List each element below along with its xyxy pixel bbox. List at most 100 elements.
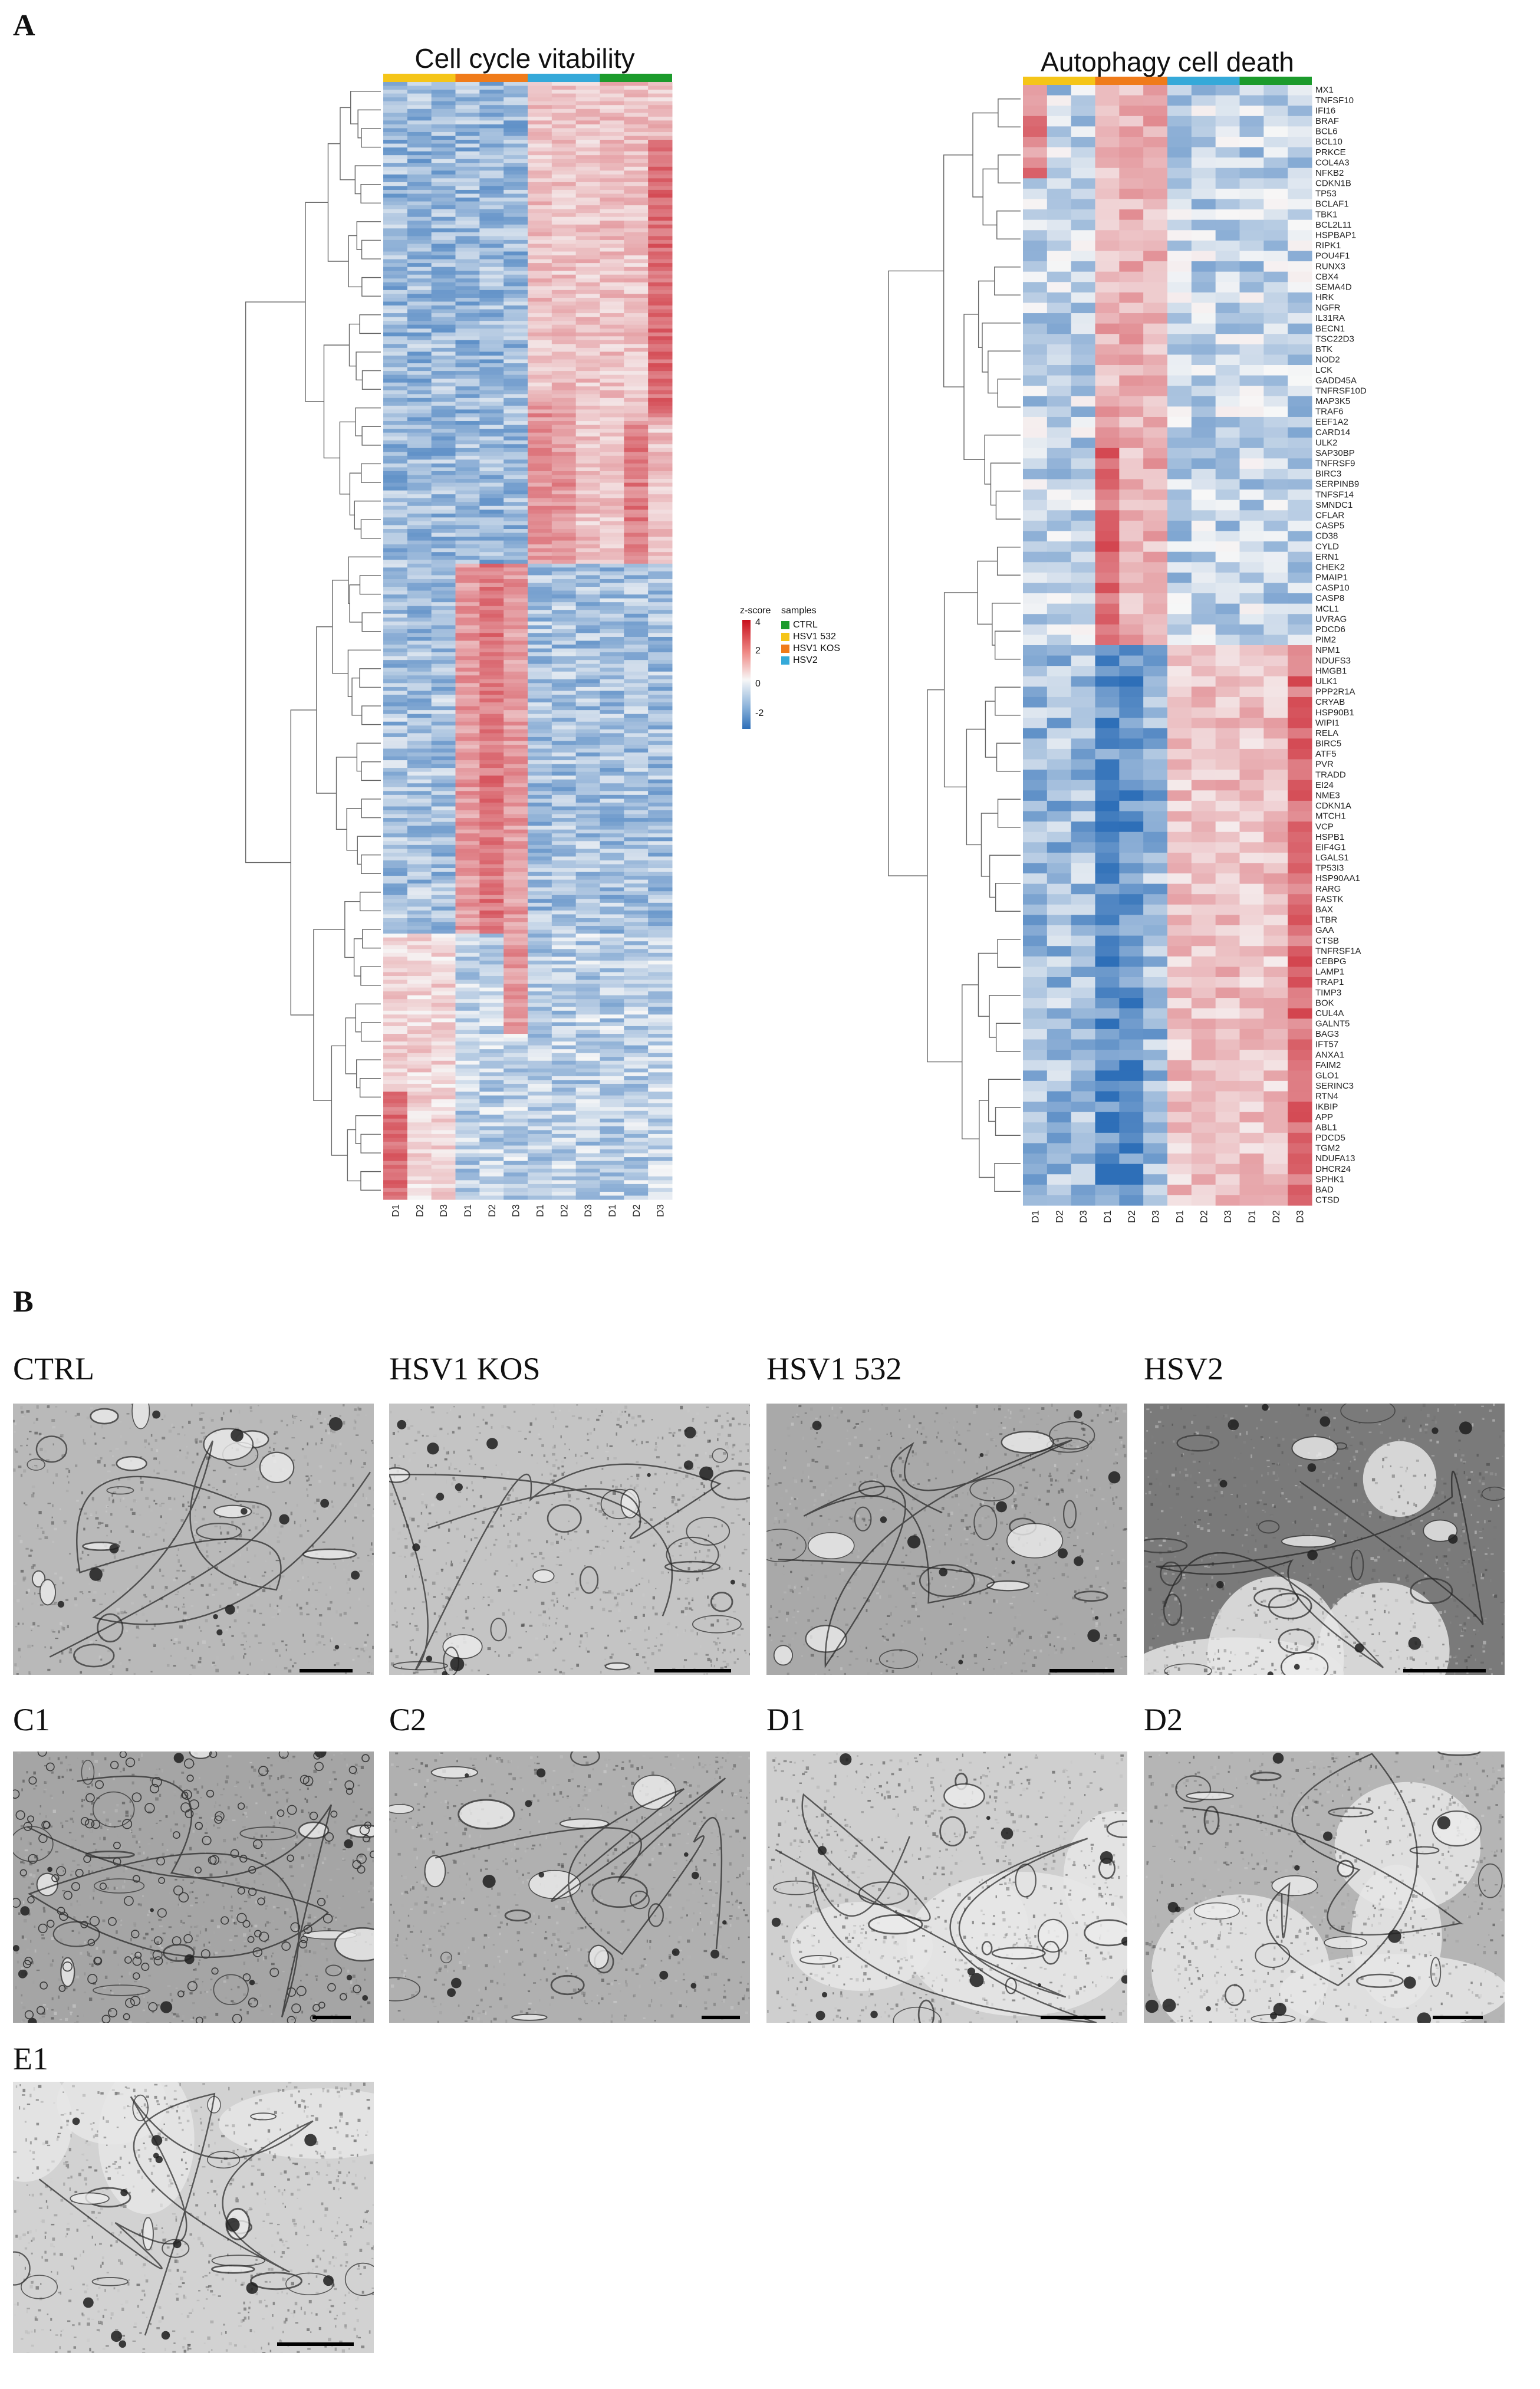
- gene-label: CTSB: [1315, 936, 1339, 946]
- legend-label-hsv1-532: HSV1 532: [793, 632, 836, 642]
- gene-label: CUL4A: [1315, 1008, 1344, 1018]
- zscore-tick-0: 0: [755, 679, 761, 689]
- em-image-d1: [766, 1752, 1127, 2023]
- em-label-c1: C1: [13, 1702, 51, 1737]
- gene-label: HMGB1: [1315, 666, 1347, 676]
- gene-label: BCL2L11: [1315, 220, 1351, 230]
- legend-label-ctrl: CTRL: [793, 620, 818, 630]
- column-label: D2: [558, 1204, 570, 1217]
- column-label: D3: [655, 1204, 666, 1217]
- gene-label: PIM2: [1315, 635, 1336, 645]
- gene-label: APP: [1315, 1112, 1333, 1122]
- em-label-d2: D2: [1144, 1702, 1183, 1737]
- gene-label: TNFSF10: [1315, 96, 1354, 106]
- gene-label: CASP5: [1315, 521, 1344, 531]
- column-label: D2: [1126, 1210, 1137, 1223]
- gene-label: BOK: [1315, 998, 1334, 1008]
- sample-group-bar: [383, 74, 456, 82]
- gene-label: MX1: [1315, 85, 1334, 95]
- column-label: D3: [583, 1204, 594, 1217]
- column-label: D3: [511, 1204, 522, 1217]
- gene-label: CYLD: [1315, 541, 1339, 551]
- dendrogram-left: [245, 91, 381, 1191]
- gene-label: NOD2: [1315, 355, 1340, 365]
- gene-label: NPM1: [1315, 645, 1340, 655]
- column-label: D1: [1102, 1210, 1113, 1223]
- gene-label: MTCH1: [1315, 811, 1346, 821]
- sample-group-bar: [455, 74, 528, 82]
- heatmap-autophagy: MX1TNFSF10IFI16BRAFBCL6BCL10PRKCECOL4A3N…: [888, 77, 1367, 1223]
- gene-label: ATF5: [1315, 749, 1337, 759]
- gene-label: BIRC5: [1315, 739, 1341, 749]
- gene-label: CFLAR: [1315, 510, 1344, 520]
- column-label: D2: [1198, 1210, 1209, 1223]
- gene-label: SPHK1: [1315, 1174, 1344, 1184]
- column-label: D1: [1029, 1210, 1041, 1223]
- gene-label: CARD14: [1315, 428, 1350, 438]
- scale-bar-c1: [312, 2016, 351, 2019]
- gene-label: LAMP1: [1315, 967, 1344, 977]
- sample-group-bar: [1239, 77, 1312, 85]
- gene-label: RELA: [1315, 728, 1338, 738]
- scale-bar-c2: [702, 2016, 740, 2019]
- samples-legend-title: samples: [781, 606, 817, 616]
- zscore-tick-2: 2: [755, 646, 761, 656]
- gene-label: EIF4G1: [1315, 842, 1346, 852]
- gene-label: HSPB1: [1315, 832, 1344, 842]
- heatmap-cell-cycle: D1 D2 D3 D1 D2 D3 D1 D2 D3 D1 D2 D3: [245, 74, 673, 1217]
- column-label: D3: [1078, 1210, 1089, 1223]
- sample-group-bar: [528, 74, 600, 82]
- gene-label: ABL1: [1315, 1122, 1337, 1132]
- gene-label: BECN1: [1315, 324, 1345, 334]
- column-label: D1: [534, 1204, 545, 1217]
- scale-bar-e1: [277, 2342, 354, 2346]
- gene-label: BCL6: [1315, 127, 1338, 137]
- gene-label: CRYAB: [1315, 697, 1345, 707]
- column-label: D1: [462, 1204, 473, 1217]
- gene-label: TGM2: [1315, 1143, 1340, 1154]
- panel-a-letter: A: [13, 9, 35, 42]
- gene-label: VCP: [1315, 821, 1334, 832]
- zscore-legend-title: z-score: [740, 606, 771, 616]
- gene-label: BAG3: [1315, 1029, 1339, 1039]
- column-label: D3: [1222, 1210, 1233, 1223]
- gene-label: RIPK1: [1315, 241, 1341, 251]
- gene-label: TNFRSF9: [1315, 459, 1355, 469]
- gene-label: RUNX3: [1315, 261, 1345, 271]
- legend-swatch-hsv2: [781, 656, 789, 665]
- gene-label: BAX: [1315, 905, 1333, 915]
- dendrogram-right: [888, 98, 1021, 1192]
- scale-bar-ctrl: [300, 1669, 353, 1672]
- legend-swatch-hsv1-532: [781, 633, 789, 641]
- legend-label-hsv1-kos: HSV1 KOS: [793, 643, 841, 653]
- gene-label: TRAP1: [1315, 977, 1344, 987]
- gene-label: POU4F1: [1315, 251, 1350, 261]
- scale-bar-hsv2: [1403, 1669, 1486, 1672]
- em-label-hsv2: HSV2: [1144, 1351, 1224, 1386]
- gene-label: LTBR: [1315, 915, 1337, 925]
- gene-label: NDUFS3: [1315, 656, 1351, 666]
- gene-label: EEF1A2: [1315, 417, 1348, 427]
- scale-bar-d1: [1041, 2016, 1105, 2019]
- gene-label: WIPI1: [1315, 718, 1340, 728]
- gene-label: SMNDC1: [1315, 500, 1353, 510]
- em-image-ctrl: [13, 1404, 374, 1675]
- gene-label: DHCR24: [1315, 1164, 1351, 1174]
- gene-label: TIMP3: [1315, 988, 1341, 998]
- gene-label: EI24: [1315, 780, 1334, 790]
- gene-label: GADD45A: [1315, 376, 1357, 386]
- em-label-ctrl: CTRL: [13, 1351, 95, 1386]
- em-label-c2: C2: [389, 1702, 427, 1737]
- gene-label: BCLAF1: [1315, 199, 1349, 209]
- sample-group-bar: [1095, 77, 1167, 85]
- gene-label: MCL1: [1315, 604, 1339, 614]
- gene-label: PMAIP1: [1315, 573, 1348, 583]
- em-image-hsv1-532: [766, 1404, 1127, 1675]
- gene-label: PVR: [1315, 760, 1334, 770]
- scale-bar-hsv1-kos: [654, 1669, 731, 1672]
- gene-label: FASTK: [1315, 894, 1344, 904]
- legend-swatch-ctrl: [781, 621, 789, 629]
- gene-label: PDCD5: [1315, 1133, 1345, 1143]
- column-label: D2: [486, 1204, 498, 1217]
- gene-label: PDCD6: [1315, 625, 1345, 635]
